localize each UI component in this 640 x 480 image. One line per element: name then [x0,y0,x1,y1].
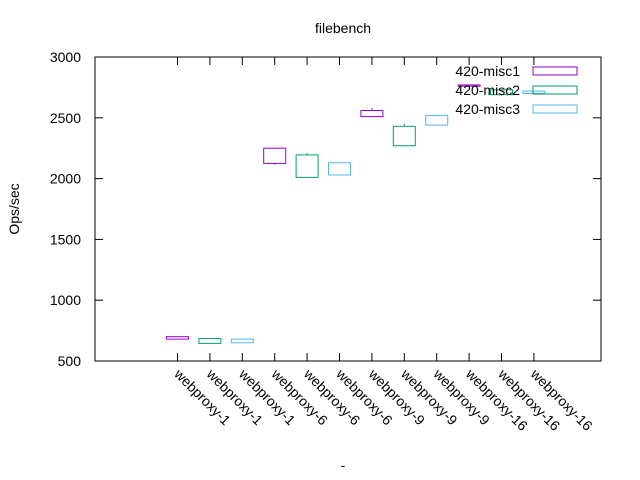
candle-box [198,338,222,344]
y-tick-label: 1000 [50,292,81,308]
candle-box [263,147,287,164]
candle-box [295,154,319,178]
y-tick-label: 3000 [50,49,81,65]
legend-label: 420-misc3 [455,101,520,117]
candle-box [392,125,416,147]
candle-box [425,114,449,126]
legend-label: 420-misc1 [455,63,520,79]
legend-swatch [532,85,578,95]
series-420-misc2 [198,89,513,344]
x-axis-title: - [341,457,346,473]
legend: 420-misc1 420-misc2 420-misc3 [455,63,578,117]
series-420-misc1 [166,84,481,340]
y-tick-label: 2500 [50,110,81,126]
chart-title: filebench [315,20,371,36]
candle-box [166,336,189,340]
candle-box [360,110,384,118]
candle-box [490,89,513,96]
plot-frame [94,56,602,362]
y-axis-title: Ops/sec [6,183,22,234]
y-tick-label: 500 [58,353,82,369]
legend-swatch [532,66,578,76]
legend-label: 420-misc2 [455,82,520,98]
legend-swatch [532,104,578,114]
y-tick-label: 2000 [50,171,81,187]
series-420-misc3 [230,90,546,344]
y-tick-label: 1500 [50,231,81,247]
candle-box [457,84,481,87]
candle-box [230,338,254,344]
series-layer [166,84,546,344]
candle-box [328,162,351,176]
candle-box [522,90,546,94]
y-ticks: 500 1000 1500 2000 2500 3000 [50,49,601,369]
